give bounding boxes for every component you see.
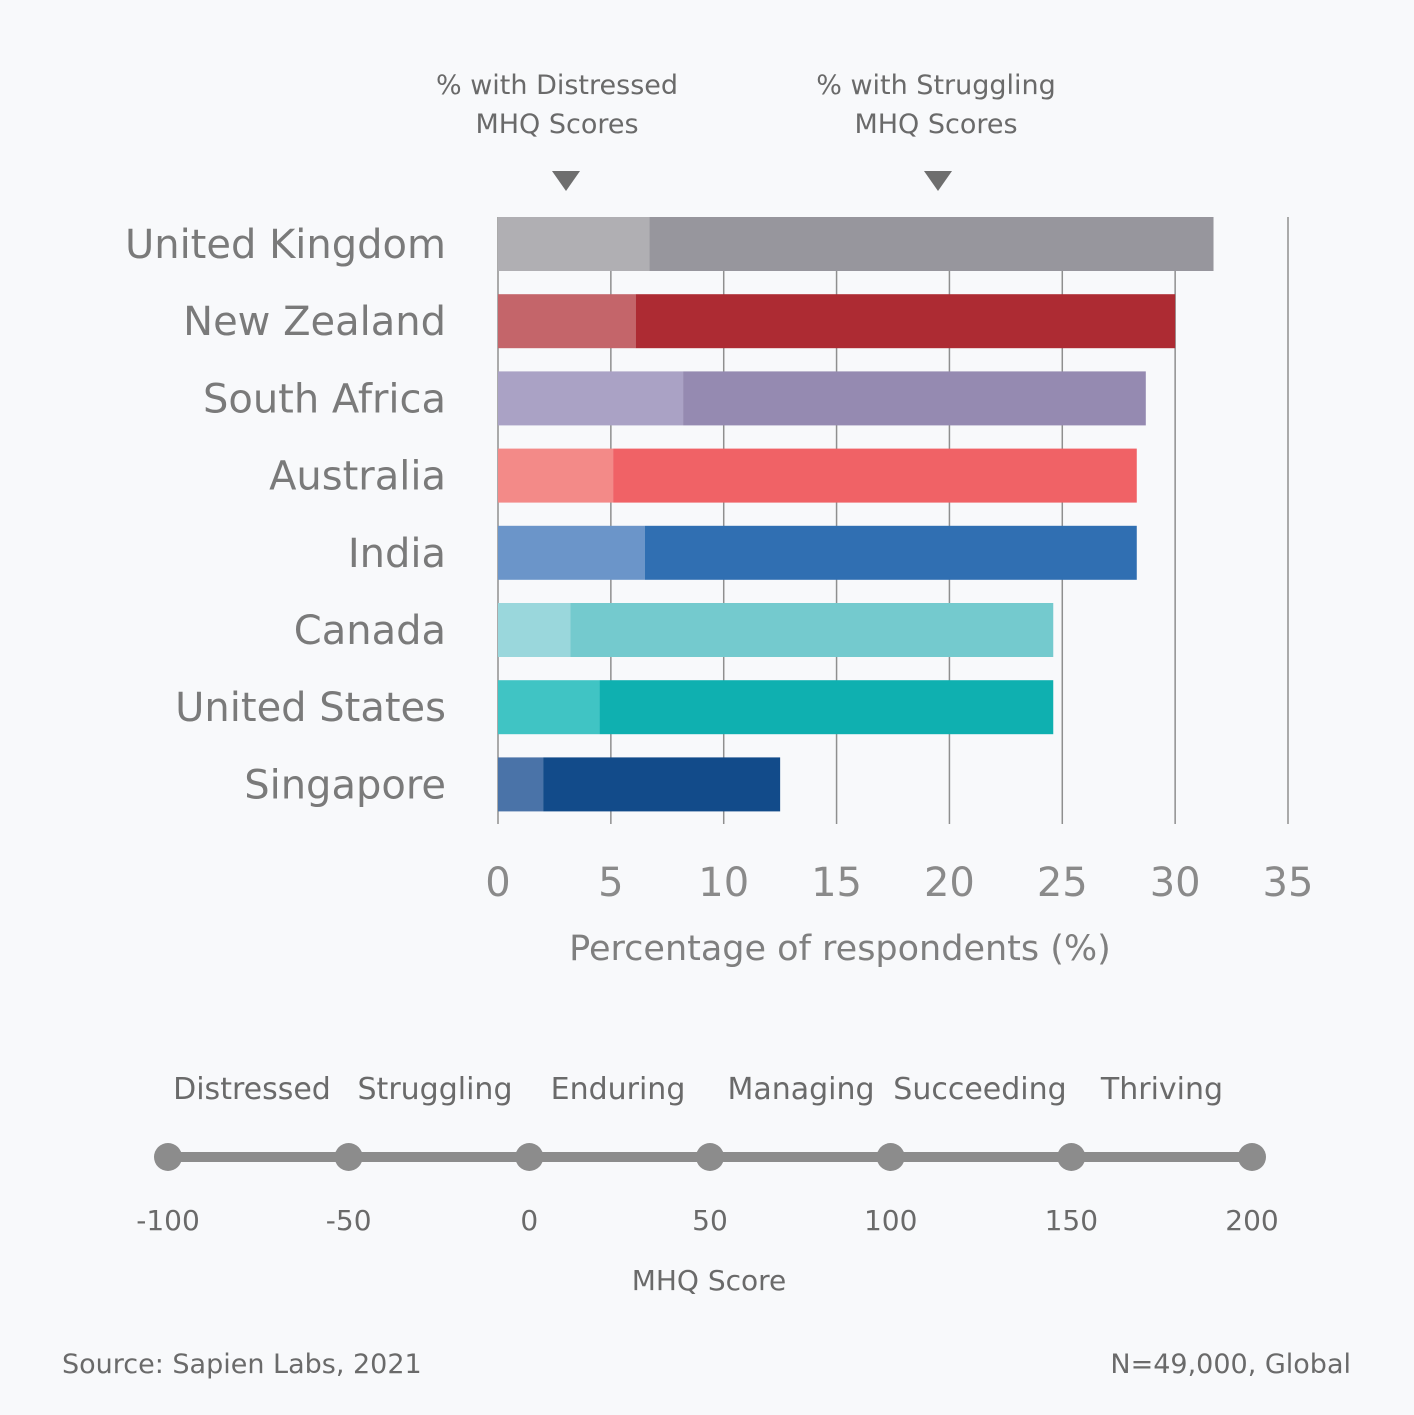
bar-india-struggling (644, 525, 1137, 580)
sample-note: N=49,000, Global (1110, 1349, 1351, 1380)
source-note: Source: Sapien Labs, 2021 (62, 1349, 422, 1380)
bar-south-africa-distressed (498, 371, 684, 426)
country-label-new-zealand: New Zealand (183, 299, 446, 345)
country-label-india: India (348, 531, 446, 577)
legend-struggling-line2: MHQ Scores (854, 109, 1017, 140)
mhq-scale-tick-0: 0 (520, 1204, 538, 1237)
x-tick-20: 20 (924, 860, 975, 906)
mhq-scale-title: MHQ Score (632, 1264, 787, 1297)
mhq-scale-tick-50: 50 (692, 1204, 728, 1237)
x-tick-25: 25 (1037, 860, 1088, 906)
bar-united-states-distressed (498, 680, 600, 735)
mhq-scale-tick--50: -50 (326, 1204, 372, 1237)
mhq-category-distressed: Distressed (173, 1072, 331, 1107)
bar-new-zealand-distressed (498, 294, 636, 349)
mhq-category-succeeding: Succeeding (893, 1072, 1066, 1107)
legend: % with Distressed MHQ Scores % with Stru… (436, 70, 1056, 191)
bar-australia-struggling (613, 448, 1137, 503)
mhq-scale-dot-0 (515, 1143, 544, 1171)
x-tick-10: 10 (698, 860, 749, 906)
country-label-south-africa: South Africa (203, 376, 446, 422)
legend-struggling-arrow-icon (924, 171, 952, 191)
bar-india-distressed (498, 525, 645, 580)
mhq-category-thriving: Thriving (1100, 1072, 1223, 1107)
x-tick-35: 35 (1263, 860, 1314, 906)
mhq-scale-dot--100 (154, 1143, 182, 1171)
bar-singapore-distressed (498, 757, 544, 812)
country-label-united-kingdom: United Kingdom (125, 222, 446, 268)
bar-united-kingdom-distressed (498, 217, 650, 271)
mhq-scale-tick--100: -100 (136, 1204, 200, 1237)
bar-united-states-struggling (599, 680, 1054, 735)
bar-singapore-struggling (543, 757, 781, 812)
bar-canada-distressed (498, 603, 571, 657)
mhq-scale-dot-150 (1057, 1143, 1086, 1171)
bar-south-africa-struggling (683, 371, 1146, 426)
x-tick-labels: 0 5 10 15 20 25 30 35 (485, 860, 1313, 906)
mhq-scale-dot-50 (696, 1143, 724, 1171)
x-tick-15: 15 (811, 860, 862, 906)
mhq-scale: -100 -50 0 50 100 150 200 Distressed Struggling E… (136, 1072, 1279, 1237)
mhq-scale-dot-200 (1238, 1143, 1266, 1171)
bar-australia-distressed (498, 448, 614, 503)
legend-struggling-line1: % with Struggling (816, 70, 1056, 101)
country-label-canada: Canada (294, 608, 446, 654)
bar-united-kingdom-struggling (649, 217, 1214, 271)
legend-distressed-line1: % with Distressed (436, 70, 678, 101)
legend-distressed-arrow-icon (552, 171, 580, 191)
x-tick-5: 5 (598, 860, 623, 906)
bar-new-zealand-struggling (635, 294, 1176, 349)
country-label-united-states: United States (175, 685, 446, 731)
country-label-australia: Australia (269, 454, 446, 500)
bars (498, 217, 1214, 812)
x-axis-title: Percentage of respondents (%) (569, 929, 1111, 969)
mhq-scale-tick-100: 100 (864, 1204, 917, 1237)
mhq-scale-tick-200: 200 (1225, 1204, 1278, 1237)
mhq-scale-dot-100 (876, 1143, 905, 1171)
mhq-scale-dot--50 (334, 1143, 363, 1171)
mhq-category-struggling: Struggling (358, 1072, 513, 1107)
bar-canada-struggling (570, 603, 1054, 657)
mhq-category-managing: Managing (727, 1072, 874, 1107)
mhq-scale-tick-150: 150 (1045, 1204, 1098, 1237)
mhq-category-enduring: Enduring (551, 1072, 686, 1107)
country-labels: United Kingdom New Zealand South Africa Aus… (125, 222, 446, 808)
x-tick-0: 0 (485, 860, 510, 906)
legend-distressed-line2: MHQ Scores (475, 109, 638, 140)
country-label-singapore: Singapore (244, 762, 446, 808)
x-tick-30: 30 (1150, 860, 1201, 906)
